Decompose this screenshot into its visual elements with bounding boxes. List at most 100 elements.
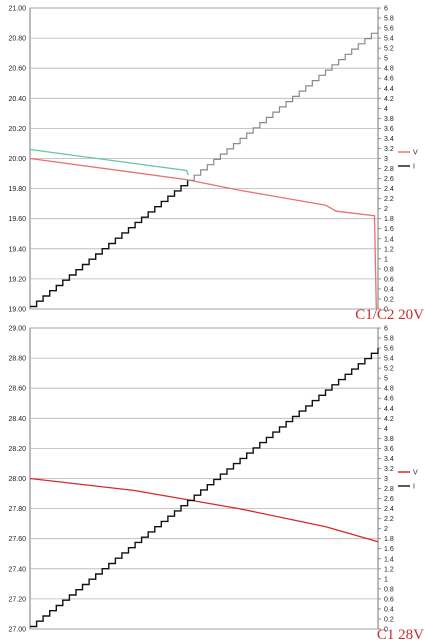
left-tick-label: 27.60 [8,536,26,543]
right-axis-ticks: 0 0.2 0.4 0.6 0.8 1 1.2 1.4 1.6 1.8 2 2.2 2.4 2.6 2.8 3… [378,326,394,634]
legend-label: I [413,164,415,171]
right-tick-label: 4.4 [384,86,394,93]
series-line-1 [29,148,189,176]
right-tick-label: 2.2 [384,196,394,203]
left-tick-label: 20.40 [8,96,26,103]
right-tick-label: 5.2 [384,366,394,373]
right-tick-label: 5 [384,56,388,63]
chart-c1-28v: 27.00 27.20 27.40 27.60 27.80 28.00 28.20 28.40… [0,320,427,640]
right-tick-label: 1.4 [384,556,394,563]
left-tick-label: 19.20 [8,276,26,283]
right-tick-label: 5.4 [384,356,394,363]
left-tick-label: 27.00 [8,627,26,634]
right-tick-label: 1.8 [384,536,394,543]
right-tick-label: 3.8 [384,116,394,123]
left-tick-label: 28.40 [8,416,26,423]
legend: VI [398,470,418,491]
series-layer [29,28,379,310]
left-axis-ticks: 27.00 27.20 27.40 27.60 27.80 28.00 28.20 28.40… [8,326,26,634]
left-tick-label: 19.00 [8,307,26,314]
right-tick-label: 4.6 [384,76,394,83]
left-tick-label: 19.60 [8,216,26,223]
chart-c1-c2-20v-svg: 19.0019.2019.4019.6019.8020.0020.2020.40… [8,6,424,321]
chart-caption: C1/C2 20V [355,307,424,320]
left-tick-label: 19.80 [8,186,26,193]
chart-c1-28v-svg: 27.00 27.20 27.40 27.60 27.80 28.00 28.20 28.40… [8,326,424,640]
right-tick-label: 1.2 [384,246,394,253]
right-tick-label: 5.8 [384,16,394,23]
right-tick-label: 0.6 [384,276,394,283]
right-tick-label: 1 [384,576,388,583]
right-tick-label: 3 [384,476,388,483]
right-tick-label: 4.2 [384,416,394,423]
series-step-1 [30,348,379,628]
right-tick-label: 4.8 [384,386,394,393]
series-layer [29,348,379,628]
left-tick-label: 28.60 [8,386,26,393]
right-tick-label: 0 [384,627,388,634]
right-tick-label: 4 [384,106,388,113]
right-tick-label: 2.6 [384,176,394,183]
right-tick-label: 0.8 [384,266,394,273]
right-tick-label: 0.8 [384,586,394,593]
right-tick-label: 0.4 [384,606,394,613]
left-tick-label: 20.20 [8,126,26,133]
series-step-2-b [187,28,379,181]
right-tick-label: 5.4 [384,36,394,43]
right-tick-label: 3.2 [384,466,394,473]
right-tick-label: 3.8 [384,436,394,443]
right-tick-label: 3.6 [384,126,394,133]
chart-caption: C1 28V [377,627,424,640]
left-axis-ticks: 19.00 19.20 19.40 19.60 19.80 20.00 20.20 20.40… [8,6,26,314]
right-tick-label: 3.4 [384,456,394,463]
right-tick-label: 2.4 [384,186,394,193]
legend-label: V [413,470,418,477]
series-line-0 [29,157,377,310]
right-tick-label: 5.6 [384,26,394,33]
right-tick-label: 1.6 [384,226,394,233]
legend: VI [398,150,418,171]
right-tick-label: 2.8 [384,166,394,173]
right-tick-label: 0.2 [384,296,394,303]
legend-label: I [413,484,415,491]
right-tick-label: 3.6 [384,446,394,453]
left-tick-label: 20.60 [8,66,26,73]
left-tick-label: 28.20 [8,446,26,453]
right-tick-label: 1.2 [384,566,394,573]
left-tick-label: 28.80 [8,356,26,363]
left-tick-label: 20.00 [8,156,26,163]
right-tick-label: 1.8 [384,216,394,223]
right-tick-label: 2 [384,526,388,533]
left-tick-label: 20.80 [8,36,26,43]
right-tick-label: 4.2 [384,96,394,103]
right-tick-label: 3.2 [384,146,394,153]
left-tick-label: 29.00 [8,326,26,333]
right-tick-label: 1.6 [384,546,394,553]
left-tick-label: 27.80 [8,506,26,513]
right-tick-label: 5.2 [384,46,394,53]
left-tick-label: 21.00 [8,6,26,13]
right-tick-label: 0.6 [384,596,394,603]
series-step-2-a [30,180,189,308]
right-tick-label: 3.4 [384,136,394,143]
right-tick-label: 4 [384,426,388,433]
right-tick-label: 4.8 [384,66,394,73]
right-tick-label: 2.8 [384,486,394,493]
right-tick-label: 2 [384,206,388,213]
left-tick-label: 27.20 [8,596,26,603]
right-tick-label: 5.6 [384,346,394,353]
series-line-0 [29,477,379,543]
right-tick-label: 5 [384,376,388,383]
right-tick-label: 0 [384,307,388,314]
left-tick-label: 19.40 [8,246,26,253]
right-tick-label: 0.4 [384,286,394,293]
right-tick-label: 4.6 [384,396,394,403]
right-tick-label: 0.2 [384,616,394,623]
right-tick-label: 1 [384,256,388,263]
right-tick-label: 2.4 [384,506,394,513]
left-tick-label: 27.40 [8,566,26,573]
right-axis-ticks: 0 0.2 0.4 0.6 0.8 1 1.2 1.4 1.6 1.8 2 2.2 2.4 2.6 2.8 3… [378,6,394,314]
right-tick-label: 5.8 [384,336,394,343]
right-tick-label: 1.4 [384,236,394,243]
chart-c1-c2-20v: 19.00 19.20 19.40 19.60 19.80 20.00 20.20 20.40… [8,6,424,321]
